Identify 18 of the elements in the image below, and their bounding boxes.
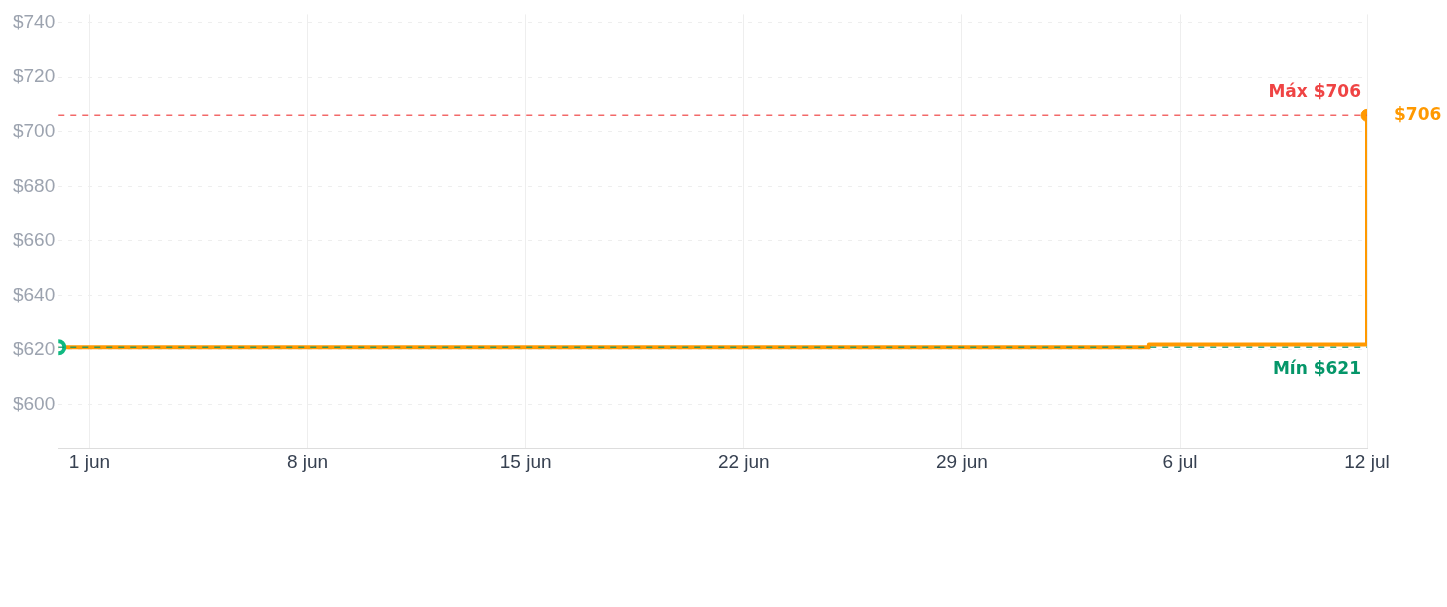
y-tick-label: $660: [12, 229, 56, 251]
y-tick-label: $620: [12, 338, 56, 360]
ref-line-label: Máx $706: [1268, 81, 1361, 102]
y-tick-label: $700: [12, 119, 56, 141]
x-tick-label: 29 jun: [936, 450, 988, 472]
x-tick-label: 15 jun: [499, 450, 552, 472]
y-tick-label: $720: [12, 65, 56, 87]
y-tick-label: $680: [12, 174, 56, 196]
y-tick-label: $640: [12, 283, 56, 305]
ref-line-label: Mín $621: [1272, 358, 1361, 379]
annotation: $706: [1394, 103, 1442, 124]
y-tick-label: $740: [12, 10, 56, 32]
y-tick-label: $600: [12, 392, 56, 414]
x-tick-label: 6 jul: [1162, 450, 1198, 472]
x-tick-label: 8 jun: [286, 450, 329, 472]
x-tick-label: 1 jun: [68, 450, 111, 472]
x-tick-label: 12 jul: [1344, 450, 1390, 472]
x-tick-label: 22 jun: [717, 450, 770, 472]
